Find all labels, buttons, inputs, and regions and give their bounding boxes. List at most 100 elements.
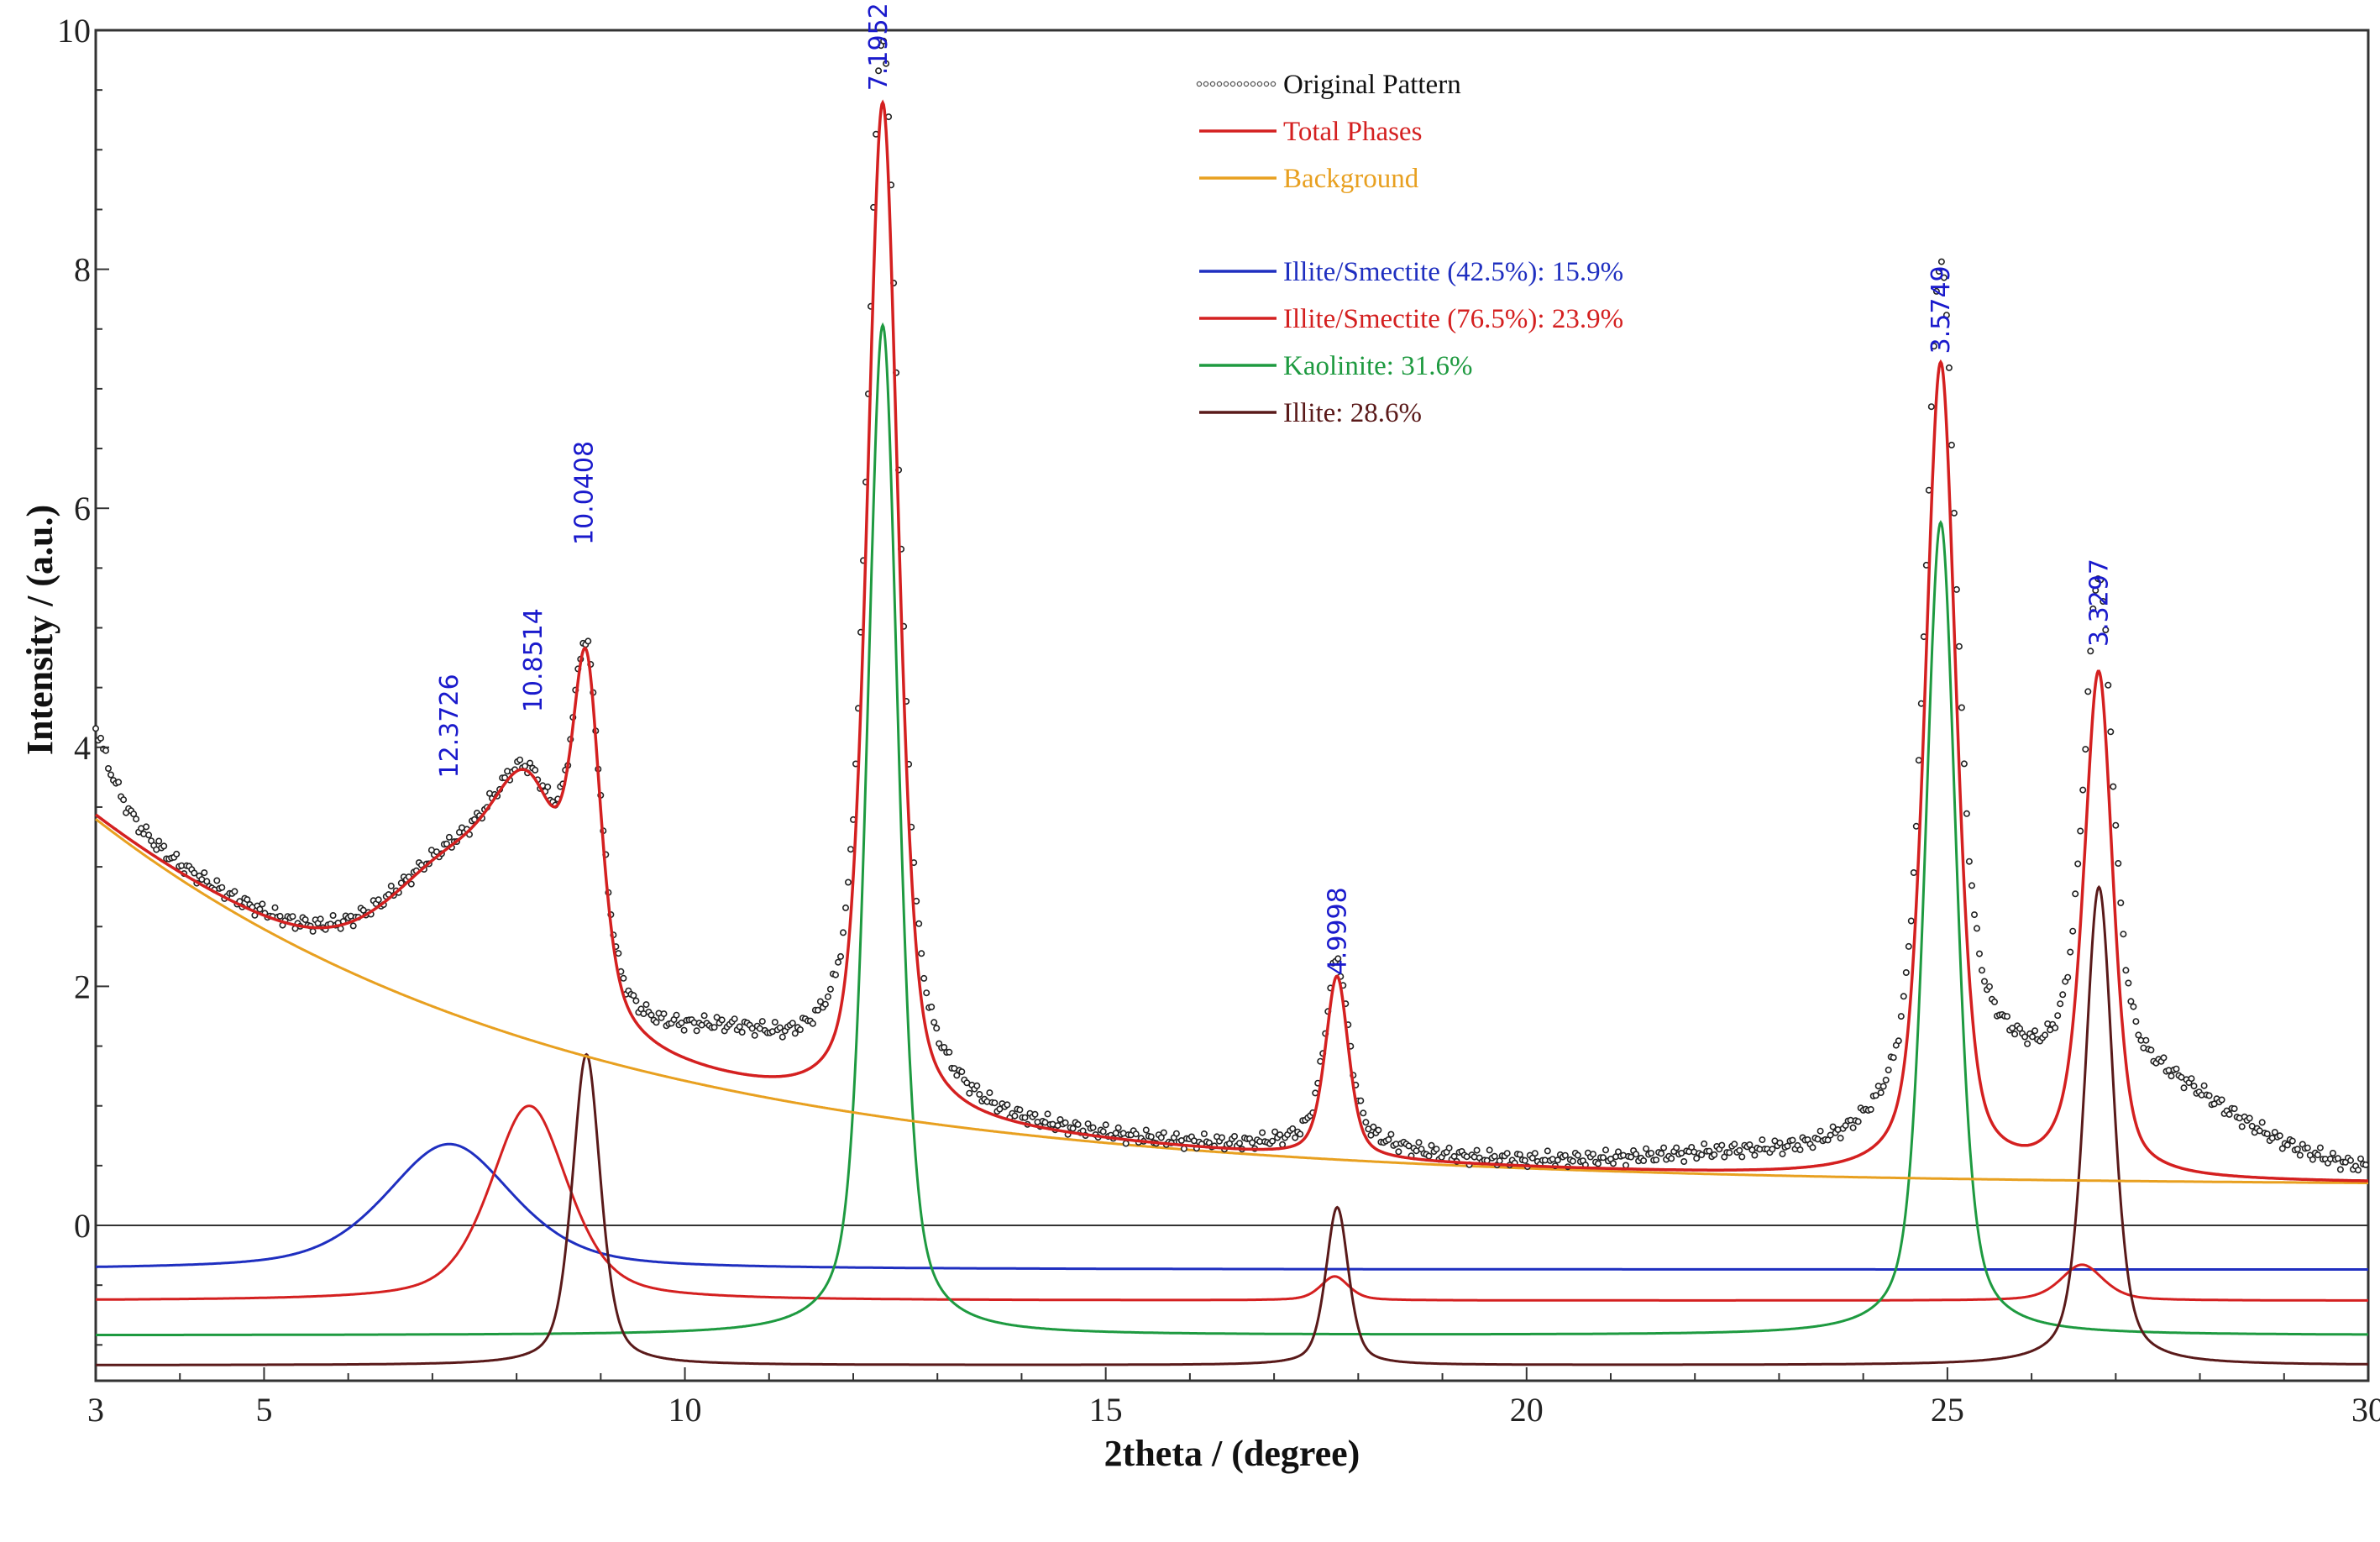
original-pattern-point: [2294, 1146, 2301, 1153]
original-pattern-point: [2142, 1036, 2150, 1044]
peak-label: 10.0408: [569, 441, 599, 545]
original-pattern-point: [1521, 1156, 1528, 1164]
peak-label: 3.3297: [2084, 559, 2114, 647]
original-pattern-point: [844, 879, 852, 886]
original-pattern-point: [1297, 1130, 1304, 1138]
original-pattern-point: [1784, 1142, 1791, 1150]
original-pattern-point: [776, 1024, 784, 1031]
original-pattern-point: [2355, 1167, 2362, 1174]
original-pattern-point: [1486, 1146, 1493, 1154]
original-pattern-point: [2122, 967, 2130, 974]
original-pattern-point: [107, 771, 115, 779]
original-pattern-point: [289, 913, 296, 920]
original-pattern-point: [1981, 978, 1989, 985]
original-pattern-point: [1809, 1144, 1816, 1151]
original-pattern-point: [2263, 1130, 2271, 1138]
original-pattern-point: [2132, 1018, 2140, 1025]
peak-label: 3.5749: [1927, 265, 1956, 354]
original-pattern-point: [191, 869, 198, 877]
original-pattern-point: [1602, 1146, 1610, 1154]
original-pattern-point: [1751, 1151, 1759, 1159]
original-pattern-point: [1142, 1126, 1150, 1134]
original-pattern-point: [2246, 1115, 2253, 1122]
original-pattern-point: [1099, 1128, 1107, 1136]
original-pattern-point: [976, 1091, 983, 1099]
original-pattern-point: [680, 1026, 688, 1034]
component-line-3: [96, 884, 2368, 1366]
original-pattern-point: [933, 1025, 941, 1032]
original-pattern-point: [920, 974, 928, 982]
original-pattern-point: [407, 880, 415, 888]
original-pattern-point: [875, 67, 883, 75]
original-pattern-point: [928, 1003, 936, 1010]
legend-marker-dot: [1243, 81, 1250, 87]
original-pattern-point: [718, 1016, 726, 1024]
original-pattern-point: [647, 1011, 655, 1019]
original-pattern-point: [1561, 1151, 1569, 1159]
original-pattern-point: [991, 1099, 999, 1107]
original-pattern-point: [1849, 1124, 1857, 1131]
original-pattern-point: [115, 779, 123, 786]
original-pattern-point: [1433, 1146, 1440, 1153]
legend-marker-dot: [1229, 81, 1236, 87]
original-pattern-point: [615, 950, 622, 957]
original-pattern-point: [259, 900, 266, 908]
original-pattern-point: [1854, 1118, 1862, 1125]
original-pattern-point: [1932, 287, 1940, 295]
original-pattern-point: [2087, 648, 2094, 655]
original-pattern-point: [516, 756, 524, 763]
original-pattern-point: [1231, 1133, 1239, 1141]
original-pattern-point: [2190, 1083, 2198, 1090]
original-pattern-point: [1945, 364, 1953, 371]
original-pattern-point: [2238, 1123, 2246, 1130]
original-pattern-point: [1912, 822, 1920, 830]
original-pattern-point: [1902, 969, 1910, 977]
original-pattern-point: [2115, 860, 2122, 868]
legend-marker-dot: [1270, 81, 1276, 87]
original-pattern-point: [1160, 1129, 1167, 1136]
original-pattern-point: [1877, 1089, 1885, 1097]
legend-marker-dot: [1263, 81, 1270, 87]
original-pattern-point: [1974, 925, 1981, 932]
original-pattern-point: [2100, 597, 2107, 605]
original-pattern-point: [2102, 626, 2110, 633]
original-pattern-point: [847, 846, 854, 853]
original-pattern-point: [1776, 1139, 1784, 1146]
original-pattern-point: [1259, 1129, 1266, 1136]
original-pattern-point: [2130, 1003, 2137, 1010]
original-pattern-point: [1965, 858, 1973, 865]
original-pattern-point: [1991, 998, 1999, 1005]
original-pattern-points: [92, 37, 2370, 1174]
original-pattern-point: [1044, 1110, 1051, 1118]
original-pattern-point: [1157, 1134, 1165, 1141]
original-pattern-point: [2082, 746, 2089, 753]
original-pattern-point: [2147, 1046, 2155, 1054]
original-pattern-point: [809, 1020, 816, 1027]
legend-marker-dot: [1236, 81, 1243, 87]
original-pattern-point: [814, 1006, 821, 1014]
original-pattern-point: [1069, 1125, 1077, 1132]
original-pattern-point: [1473, 1146, 1481, 1154]
original-pattern-point: [1769, 1146, 1776, 1153]
original-pattern-point: [1622, 1162, 1630, 1169]
legend: Original Pattern Total Phases Background Il…: [1196, 70, 1623, 428]
original-pattern-point: [1544, 1147, 1551, 1155]
original-pattern-point: [816, 998, 824, 1005]
original-pattern-point: [2042, 1031, 2049, 1039]
original-pattern-point: [1021, 1114, 1029, 1121]
x-tick-label: 3: [87, 1391, 104, 1429]
original-pattern-point: [1955, 642, 1963, 650]
original-pattern-point: [1816, 1127, 1824, 1135]
original-pattern-point: [1357, 1097, 1365, 1104]
original-pattern-point: [1872, 1092, 1879, 1099]
original-pattern-point: [1738, 1153, 1746, 1161]
legend-marker-dot: [1250, 81, 1256, 87]
original-pattern-point: [387, 882, 395, 889]
original-pattern-point: [1942, 312, 1950, 319]
original-pattern-point: [915, 920, 923, 927]
original-pattern-point: [309, 927, 317, 935]
original-pattern-point: [1885, 1067, 1892, 1074]
original-pattern-point: [2258, 1119, 2266, 1126]
original-pattern-point: [2092, 586, 2100, 594]
original-pattern-point: [1276, 1131, 1284, 1139]
